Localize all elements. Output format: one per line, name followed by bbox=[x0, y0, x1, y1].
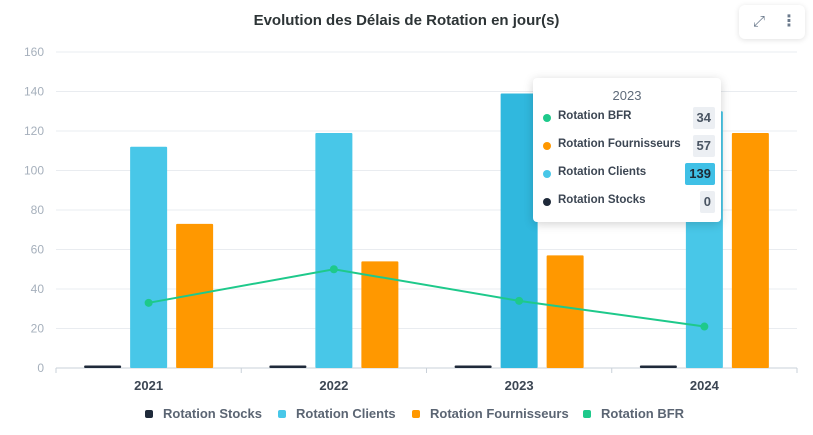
legend-marker bbox=[583, 410, 591, 418]
tooltip-row: Rotation Clients 139 bbox=[543, 163, 715, 185]
tooltip-label: Rotation Fournisseurs bbox=[558, 138, 681, 150]
legend-label: Rotation Fournisseurs bbox=[430, 406, 569, 421]
bar-rotation-stocks bbox=[454, 365, 492, 368]
tooltip-label: Rotation Clients bbox=[558, 166, 647, 178]
legend-label: Rotation BFR bbox=[601, 406, 685, 421]
tooltip-value: 34 bbox=[692, 107, 715, 129]
chart-legend: Rotation Stocks Rotation Clients Rotatio… bbox=[0, 404, 813, 424]
tooltip-row: Rotation Stocks 0 bbox=[543, 191, 715, 213]
y-tick-label: 140 bbox=[24, 85, 44, 99]
y-tick-label: 120 bbox=[24, 124, 44, 138]
legend-label: Rotation Clients bbox=[296, 406, 396, 421]
y-tick-label: 160 bbox=[24, 45, 44, 59]
bar-rotation-fournisseurs bbox=[546, 255, 584, 368]
y-tick-label: 20 bbox=[31, 322, 45, 336]
tooltip-clients-dot bbox=[543, 170, 551, 178]
chart-toolbar: ⤢ ⋮ bbox=[739, 5, 805, 39]
y-tick-label: 60 bbox=[31, 243, 45, 257]
tooltip-fournisseurs-dot bbox=[543, 142, 551, 150]
legend-marker bbox=[278, 410, 286, 418]
bar-rotation-stocks bbox=[639, 365, 677, 368]
point-rotation-bfr bbox=[144, 298, 153, 307]
chart-tooltip: 2023 Rotation BFR 34 Rotation Fournisseu… bbox=[533, 78, 721, 222]
expand-icon[interactable]: ⤢ bbox=[752, 13, 765, 30]
bar-rotation-fournisseurs bbox=[731, 132, 769, 368]
chart-plot: 0 20 40 60 80 100 120 140 160 2021 2022 2023 2024 bbox=[24, 45, 798, 393]
tooltip-row: Rotation BFR 34 bbox=[543, 107, 715, 129]
x-tick-label: 2023 bbox=[505, 378, 534, 393]
bar-rotation-stocks bbox=[269, 365, 307, 368]
point-rotation-bfr bbox=[329, 265, 338, 274]
point-rotation-bfr bbox=[515, 296, 524, 305]
bar-rotation-fournisseurs bbox=[176, 223, 214, 368]
tooltip-title: 2023 bbox=[612, 88, 642, 103]
bar-rotation-stocks bbox=[84, 365, 122, 368]
tooltip-stocks-dot bbox=[543, 198, 551, 206]
y-tick-label: 80 bbox=[31, 203, 45, 217]
y-tick-label: 0 bbox=[37, 361, 44, 375]
x-tick-label: 2022 bbox=[319, 378, 348, 393]
bar-rotation-clients bbox=[315, 132, 353, 368]
tooltip-value: 139 bbox=[685, 163, 715, 185]
tooltip-label: Rotation Stocks bbox=[558, 194, 646, 206]
bar-rotation-fournisseurs bbox=[361, 261, 399, 368]
legend-marker bbox=[412, 410, 420, 418]
x-tick-label: 2021 bbox=[134, 378, 163, 393]
x-tick-label: 2024 bbox=[690, 378, 720, 393]
legend-label: Rotation Stocks bbox=[163, 406, 262, 421]
line-rotation-bfr bbox=[148, 268, 705, 328]
y-tick-label: 100 bbox=[24, 164, 44, 178]
bar-rotation-clients bbox=[130, 146, 168, 368]
y-tick-label: 40 bbox=[31, 282, 45, 296]
chart-title: Evolution des Délais de Rotation en jour… bbox=[253, 12, 560, 29]
tooltip-row: Rotation Fournisseurs 57 bbox=[543, 135, 715, 157]
tooltip-value: 0 bbox=[699, 191, 715, 213]
point-rotation-bfr bbox=[700, 322, 709, 331]
more-vertical-icon[interactable]: ⋮ bbox=[781, 13, 797, 30]
tooltip-label: Rotation BFR bbox=[558, 110, 632, 122]
tooltip-bfr-dot bbox=[543, 114, 551, 122]
tooltip-value: 57 bbox=[692, 135, 715, 157]
legend-marker bbox=[145, 410, 153, 418]
